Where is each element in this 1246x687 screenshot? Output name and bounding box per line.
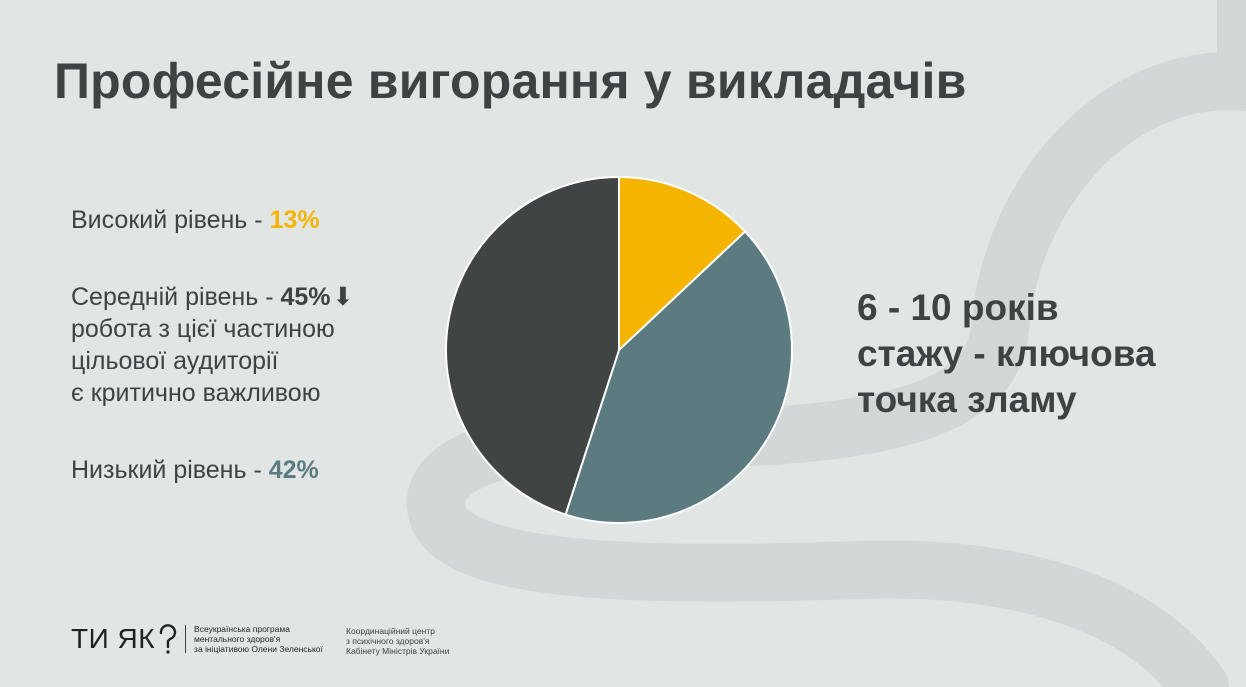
legend-value-low: 42% [268,456,319,484]
legend-item-low: Низький рівень - 42% [71,454,319,486]
question-mark-logo-icon [159,624,177,654]
brand-divider [185,625,187,653]
brand-description: Всеукраїнська програма ментального здоро… [194,624,323,654]
callout-text: 6 - 10 років стажу - ключова точка зламу [857,287,1156,420]
footer-brand: ТИ ЯК Всеукраїнська програма ментального… [71,617,323,661]
pie-slice-2 [564,230,794,525]
brand-name: ТИ ЯК [71,623,156,654]
legend-item-high: Високий рівень - 13% [71,204,320,236]
legend-note-medium: робота з цієї частиною цільової аудиторі… [71,315,335,407]
legend-item-medium: Середній рівень - 45%⬇ робота з цієї час… [71,281,354,409]
pie-slice-1 [618,176,747,351]
slide-title: Професійне вигорання у викладачів [54,53,967,109]
legend-label-medium: Середній рівень - [71,283,281,311]
pie-chart [444,176,794,525]
legend-label-low: Низький рівень - [71,456,269,484]
arrow-down-icon: ⬇ [332,283,354,311]
pie-slice-3 [444,176,620,516]
legend-value-high: 13% [269,206,320,234]
legend-label-high: Високий рівень - [71,206,270,234]
coordination-center-text: Координаційний центр з психічного здоров… [346,626,450,656]
legend-value-medium: 45% [280,283,331,311]
